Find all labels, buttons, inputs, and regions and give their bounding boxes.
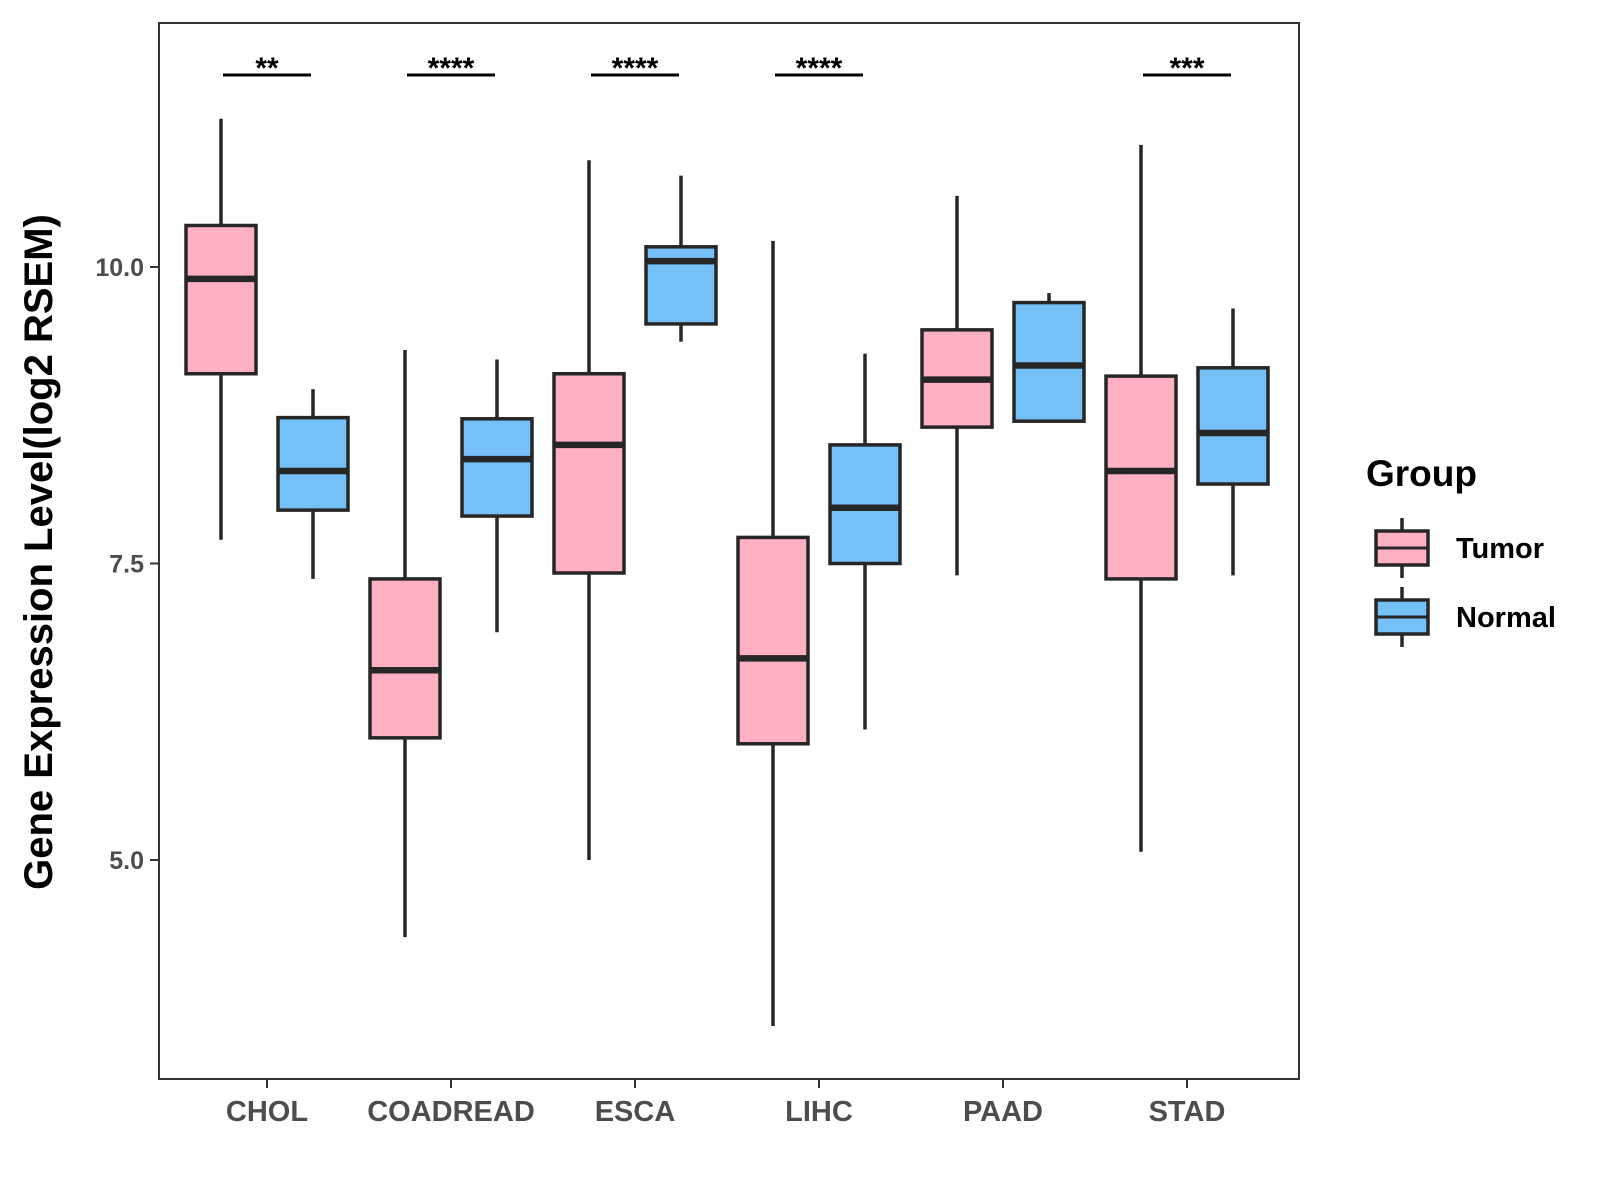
y-tick-label: 10.0 xyxy=(95,254,144,282)
legend-label: Normal xyxy=(1456,602,1556,634)
significance-label: **** xyxy=(612,52,659,85)
box-body xyxy=(184,223,258,376)
box-series xyxy=(184,118,1270,1027)
x-tick-label: COADREAD xyxy=(367,1096,535,1128)
significance-label: **** xyxy=(796,52,843,85)
box-tumor-stad xyxy=(1104,144,1178,852)
y-axis: 5.0 7.5 10.0 xyxy=(95,254,159,875)
legend-label: Tumor xyxy=(1456,533,1544,565)
x-tick-label: STAD xyxy=(1149,1096,1226,1128)
x-tick-label: ESCA xyxy=(595,1096,676,1128)
significance-label: ** xyxy=(255,52,279,85)
box-tumor-chol xyxy=(184,118,258,540)
legend-item-tumor: Tumor xyxy=(1374,518,1544,578)
y-axis-title: Gene Expression Level(log2 RSEM) xyxy=(17,214,61,890)
x-tick-label: PAAD xyxy=(963,1096,1043,1128)
box-normal-stad xyxy=(1196,308,1270,576)
box-body xyxy=(1104,374,1178,581)
box-normal-chol xyxy=(276,389,350,579)
box-body xyxy=(736,535,810,746)
box-tumor-lihc xyxy=(736,240,810,1027)
box-normal-lihc xyxy=(828,353,902,730)
legend-item-normal: Normal xyxy=(1374,587,1556,647)
x-tick-label: LIHC xyxy=(785,1096,853,1128)
box-normal-coadread xyxy=(460,359,534,633)
y-tick-label: 7.5 xyxy=(109,551,144,579)
box-body xyxy=(828,443,902,566)
x-axis: CHOL COADREAD ESCA LIHC PAAD STAD xyxy=(226,1079,1225,1128)
significance-label: **** xyxy=(428,52,475,85)
box-normal-esca xyxy=(644,175,718,342)
box-body xyxy=(276,415,350,512)
x-tick-label: CHOL xyxy=(226,1096,308,1128)
box-body xyxy=(552,371,626,575)
box-body xyxy=(1196,366,1270,486)
box-normal-paad xyxy=(1012,293,1086,423)
box-tumor-paad xyxy=(920,195,994,576)
legend: Group Tumor Normal xyxy=(1366,453,1556,647)
box-tumor-coadread xyxy=(368,350,442,938)
box-body xyxy=(368,577,442,740)
box-tumor-esca xyxy=(552,160,626,860)
significance-label: *** xyxy=(1169,52,1204,85)
box-body xyxy=(1012,300,1086,423)
box-body xyxy=(460,417,534,518)
legend-title: Group xyxy=(1366,453,1477,494)
significance-annotations: ** **** **** **** *** xyxy=(223,52,1231,85)
y-tick-label: 5.0 xyxy=(109,847,144,875)
